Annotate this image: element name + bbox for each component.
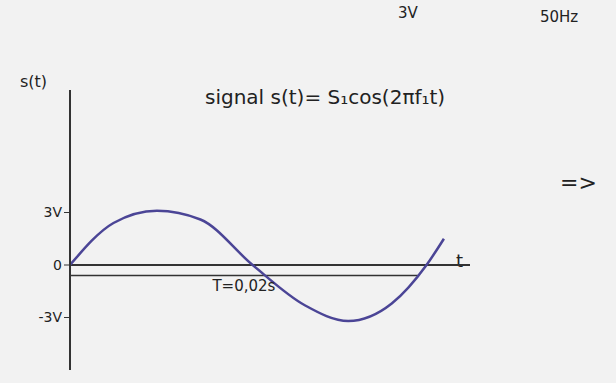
svg-text:T=0,02s: T=0,02s [211,277,275,295]
svg-text:3V: 3V [44,204,63,220]
html-text:signal s(t)= S₁cos(2πf₁t): signal s(t)= S₁cos(2πf₁t) [205,85,446,109]
html-text:50Hz: 50Hz [540,8,579,26]
html-text:3V: 3V [398,4,418,22]
html-text:s(t): s(t) [20,72,48,91]
svg-text:0: 0 [53,257,62,273]
html-text:t: t [456,250,464,271]
svg-text:-3V: -3V [38,309,62,325]
